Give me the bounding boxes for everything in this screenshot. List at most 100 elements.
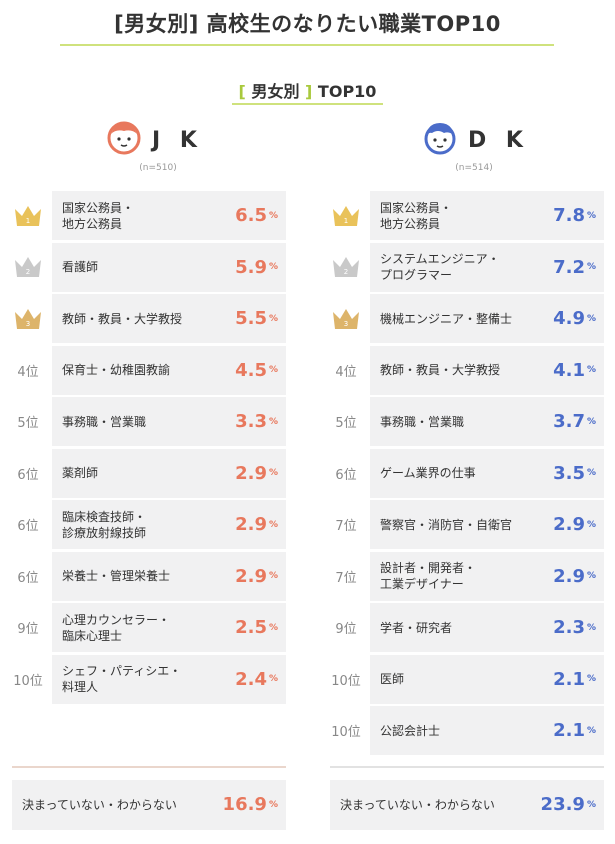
dk-cell: ゲーム業界の仕事 3.5%	[370, 448, 604, 498]
dk-cell: 機械エンジニア・整備士 4.9%	[370, 294, 604, 343]
jk-cell: 事務職・営業職 3.3%	[52, 397, 286, 446]
percent-unit: %	[268, 674, 278, 684]
dk-cell: 学者・研究者 2.3%	[370, 603, 604, 652]
dk-value: 7.2%	[553, 243, 596, 292]
jk-value: 2.9%	[235, 449, 278, 498]
jk-row-2: 2 看護師 5.9%	[8, 242, 288, 292]
percent-unit: %	[268, 519, 278, 530]
jk-job-label: 教師・教員・大学教授	[62, 311, 183, 326]
jk-value: 5.9%	[235, 243, 278, 292]
jk-sample-size: (n=510)	[139, 163, 177, 173]
jk-job-label: シェフ・パティシエ・ 料理人	[62, 664, 182, 694]
dk-value: 2.3%	[553, 603, 596, 652]
dk-value: 2.9%	[553, 500, 596, 549]
dk-rank: 4位	[335, 364, 357, 380]
dk-value: 4.1%	[553, 346, 596, 395]
dk-value-number: 2.1	[553, 668, 585, 690]
svg-text:2: 2	[26, 268, 30, 276]
percent-unit: %	[586, 674, 596, 684]
dk-value-number: 3.5	[553, 462, 585, 484]
jk-row-5: 5位 事務職・営業職 3.3%	[8, 397, 288, 446]
percent-unit: %	[586, 210, 596, 221]
dk-header: D K	[422, 120, 529, 160]
jk-value: 4.5%	[235, 346, 278, 395]
jk-value-number: 3.3	[235, 411, 267, 432]
jk-row-7: 6位 臨床検査技師・ 診療放射線技師 2.9%	[8, 500, 288, 549]
jk-value-number: 2.9	[235, 514, 267, 535]
percent-unit: %	[268, 313, 278, 324]
subtitle-group: 男女別	[251, 82, 300, 101]
dk-rank: 7位	[335, 519, 357, 534]
dk-rank: 6位	[335, 467, 357, 483]
dk-row-3: 3 機械エンジニア・整備士 4.9%	[326, 294, 606, 343]
percent-unit: %	[586, 799, 596, 810]
dk-sample-size: (n=514)	[455, 163, 493, 173]
jk-job-label: 看護師	[62, 260, 99, 274]
jk-row-1: 1 国家公務員・ 地方公務員 6.5%	[8, 191, 288, 240]
percent-unit: %	[586, 725, 596, 736]
jk-cell: シェフ・パティシエ・ 料理人 2.4%	[52, 654, 286, 704]
jk-row-8: 6位 栄養士・管理栄養士 2.9%	[8, 551, 288, 601]
percent-unit: %	[586, 416, 596, 427]
jk-cell: 看護師 5.9%	[52, 242, 286, 292]
dk-cell: 公認会計士 2.1%	[370, 706, 604, 755]
subtitle-open-bracket: [	[238, 82, 246, 101]
dk-job-label: 警察官・消防官・自衛官	[380, 517, 513, 532]
crown-icon: 3	[8, 294, 48, 343]
dk-undecided-number: 23.9	[540, 794, 585, 815]
percent-unit: %	[268, 416, 278, 427]
dk-value-number: 4.1	[553, 359, 585, 381]
jk-value: 2.4%	[235, 655, 278, 704]
dk-rank: 5位	[335, 416, 357, 431]
jk-value-number: 5.5	[235, 308, 267, 329]
dk-value-number: 7.8	[553, 205, 585, 226]
dk-row-9: 9位 学者・研究者 2.3%	[326, 603, 606, 652]
jk-value: 2.9%	[235, 500, 278, 549]
dk-job-label: 国家公務員・ 地方公務員	[380, 200, 453, 231]
jk-row-3: 3 教師・教員・大学教授 5.5%	[8, 294, 288, 343]
crown-icon: 2	[8, 243, 48, 292]
dk-value: 2.1%	[553, 655, 596, 704]
jk-job-label: 事務職・営業職	[62, 414, 147, 429]
section-subtitle: [ 男女別 ] TOP10	[0, 78, 615, 102]
jk-value: 6.5%	[235, 191, 278, 240]
jk-job-label: 保育士・幼稚園教諭	[62, 363, 171, 377]
dk-value-number: 2.9	[553, 565, 585, 587]
dk-value: 3.7%	[553, 397, 596, 446]
jk-value: 3.3%	[235, 397, 278, 446]
jk-undecided-value: 16.9%	[223, 780, 278, 829]
dk-row-6: 6位 ゲーム業界の仕事 3.5%	[326, 448, 606, 498]
percent-unit: %	[586, 365, 596, 375]
dk-rank: 10位	[331, 725, 361, 740]
percent-unit: %	[586, 262, 596, 272]
svg-text:2: 2	[344, 268, 348, 276]
percent-unit: %	[268, 622, 278, 633]
jk-value: 5.5%	[235, 294, 278, 343]
dk-cell: 事務職・営業職 3.7%	[370, 397, 604, 446]
jk-undecided-row: 決まっていない・わからない 16.9%	[12, 780, 286, 830]
percent-unit: %	[586, 313, 596, 324]
dk-row-1: 1 国家公務員・ 地方公務員 7.8%	[326, 191, 606, 240]
jk-value-number: 2.9	[235, 462, 267, 484]
jk-divider	[12, 766, 286, 768]
crown-icon: 1	[8, 191, 48, 240]
jk-job-label: 薬剤師	[62, 466, 99, 480]
subtitle-underline	[232, 103, 383, 105]
dk-row-2: 2 システムエンジニア・ プログラマー 7.2%	[326, 242, 606, 292]
dk-job-label: 公認会計士	[380, 723, 441, 738]
jk-row-4: 4位 保育士・幼稚園教諭 4.5%	[8, 345, 288, 395]
dk-value-number: 3.7	[553, 411, 585, 432]
jk-row-10: 10位 シェフ・パティシエ・ 料理人 2.4%	[8, 654, 288, 704]
dk-cell: 国家公務員・ 地方公務員 7.8%	[370, 191, 604, 240]
dk-cell: システムエンジニア・ プログラマー 7.2%	[370, 242, 604, 292]
jk-rank: 6位	[17, 519, 39, 534]
svg-text:3: 3	[26, 320, 30, 328]
crown-icon: 3	[326, 294, 366, 343]
jk-job-label: 栄養士・管理栄養士	[62, 569, 171, 583]
dk-job-label: 医師	[380, 672, 405, 686]
dk-rank: 10位	[331, 673, 361, 689]
jk-label: J K	[152, 127, 203, 153]
dk-undecided-label: 決まっていない・わからない	[340, 797, 495, 812]
jk-job-label: 心理カウンセラー・ 臨床心理士	[62, 612, 171, 643]
dk-value: 4.9%	[553, 294, 596, 343]
